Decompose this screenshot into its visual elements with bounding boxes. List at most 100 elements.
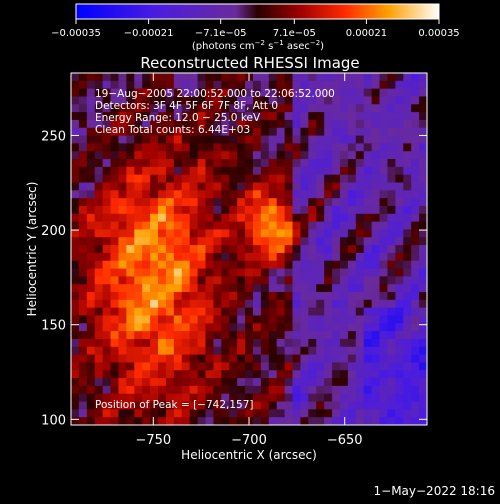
heatmap-cell	[165, 119, 175, 129]
heatmap-cell	[94, 268, 104, 277]
heatmap-cell	[395, 143, 404, 152]
heatmap-cell	[237, 346, 246, 356]
heatmap-cell	[260, 88, 270, 98]
heatmap-cell	[395, 96, 404, 105]
heatmap-cell	[102, 385, 112, 395]
heatmap-cell	[71, 393, 80, 403]
heatmap-cell	[158, 417, 167, 425]
heatmap-cell	[110, 190, 120, 199]
heatmap-cell	[71, 135, 80, 144]
heatmap-cell	[126, 96, 135, 105]
heatmap-cell	[229, 245, 238, 254]
heatmap-cell	[276, 166, 286, 176]
heatmap-cell	[229, 112, 238, 121]
heatmap-cell	[126, 237, 135, 246]
annotation-line: 19−Aug−2005 22:00:52.000 to 22:06:52.000	[95, 88, 335, 100]
heatmap-cell	[379, 135, 389, 144]
heatmap-cell	[387, 346, 396, 356]
heatmap-cell	[205, 385, 214, 395]
heatmap-cell	[395, 370, 404, 379]
heatmap-cell	[165, 268, 175, 277]
heatmap-cell	[411, 393, 420, 403]
annotation-line: Energy Range: 12.0 − 25.0 keV	[95, 112, 261, 124]
heatmap-cell	[292, 252, 302, 262]
heatmap-cell	[347, 151, 357, 160]
heatmap-cell	[363, 354, 373, 364]
heatmap-cell	[173, 112, 183, 121]
heatmap-cell	[308, 182, 317, 191]
heatmap-cell	[213, 245, 222, 254]
heatmap-cell	[102, 174, 112, 184]
heatmap-cell	[260, 276, 270, 285]
heatmap-cell	[395, 401, 404, 410]
heatmap-cell	[332, 362, 341, 371]
heatmap-cell	[411, 159, 420, 168]
heatmap-cell	[395, 354, 404, 364]
heatmap-cell	[252, 401, 262, 410]
heatmap-cell	[324, 174, 333, 184]
heatmap-cell	[189, 198, 199, 207]
heatmap-cell	[387, 174, 396, 184]
heatmap-cell	[371, 119, 381, 129]
heatmap-cell	[324, 385, 333, 395]
heatmap-cell	[142, 299, 151, 309]
heatmap-cell	[268, 385, 278, 395]
heatmap-cell	[94, 417, 104, 425]
heatmap-cell	[260, 268, 270, 277]
heatmap-cell	[371, 96, 381, 105]
heatmap-cell	[245, 104, 254, 113]
heatmap-cell	[292, 338, 302, 348]
heatmap-cell	[245, 346, 254, 356]
heatmap-cell	[142, 276, 151, 285]
heatmap-cell	[363, 252, 373, 262]
heatmap-cell	[339, 276, 349, 285]
heatmap-cell	[347, 112, 357, 121]
heatmap-cell	[86, 127, 96, 137]
heatmap-cell	[379, 370, 389, 379]
heatmap-cell	[260, 346, 270, 356]
heatmap-cell	[126, 159, 135, 168]
heatmap-cell	[339, 80, 349, 90]
heatmap-cell	[260, 315, 270, 324]
heatmap-cell	[245, 190, 254, 199]
heatmap-cell	[94, 229, 104, 238]
heatmap-cell	[387, 354, 396, 364]
heatmap-cell	[118, 315, 127, 324]
heatmap-cell	[308, 323, 317, 332]
heatmap-cell	[411, 260, 420, 270]
heatmap-cell	[142, 88, 151, 98]
heatmap-cell	[126, 307, 135, 317]
heatmap-cell	[78, 182, 88, 191]
heatmap-cell	[387, 166, 396, 176]
heatmap-cell	[324, 159, 333, 168]
heatmap-cell	[205, 299, 214, 309]
heatmap-cell	[308, 299, 317, 309]
heatmap-cell	[165, 112, 175, 121]
heatmap-cell	[292, 182, 302, 191]
heatmap-cell	[276, 143, 286, 152]
heatmap-cell	[221, 190, 230, 199]
heatmap-cell	[300, 205, 309, 215]
heatmap-cell	[332, 401, 341, 410]
heatmap-cell	[94, 190, 104, 199]
heatmap-cell	[150, 370, 159, 379]
heatmap-cell	[252, 346, 262, 356]
heatmap-cell	[276, 299, 286, 309]
heatmap-cell	[339, 88, 349, 98]
heatmap-cell	[332, 73, 341, 82]
heatmap-cell	[268, 245, 278, 254]
heatmap-cell	[371, 135, 381, 144]
heatmap-cell	[245, 315, 254, 324]
heatmap-cell	[300, 409, 309, 418]
heatmap-cell	[197, 331, 207, 340]
heatmap-cell	[316, 315, 325, 324]
heatmap-cell	[379, 88, 389, 98]
heatmap-cell	[150, 260, 159, 270]
heatmap-cell	[387, 96, 396, 105]
heatmap-cell	[134, 417, 143, 425]
heatmap-cell	[245, 96, 254, 105]
heatmap-cell	[126, 174, 135, 184]
heatmap-cell	[165, 143, 175, 152]
heatmap-cell	[158, 190, 167, 199]
heatmap-cell	[403, 229, 412, 238]
